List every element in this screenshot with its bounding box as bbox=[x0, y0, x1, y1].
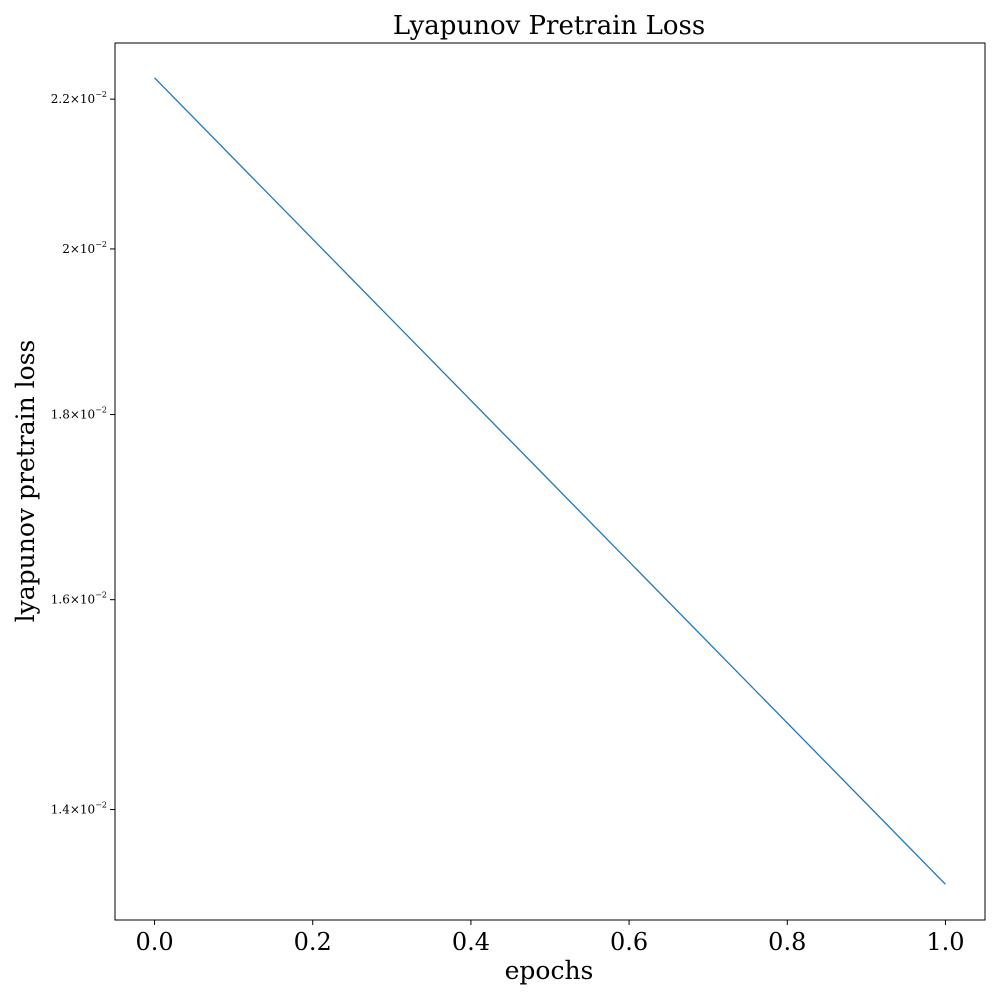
y-tick-times: × bbox=[70, 242, 80, 256]
y-axis-ticks: 2.2×10−22×10−21.8×10−21.6×10−21.4×10−2 bbox=[51, 90, 115, 817]
x-tick-label: 1.0 bbox=[926, 928, 964, 956]
chart-title: Lyapunov Pretrain Loss bbox=[393, 11, 705, 41]
y-tick-mantissa: 2 bbox=[62, 242, 70, 256]
y-axis-label: lyapunov pretrain loss bbox=[11, 340, 40, 623]
x-tick-label: 0.4 bbox=[452, 928, 490, 956]
series-line bbox=[154, 77, 946, 885]
y-tick-times: × bbox=[70, 92, 80, 106]
y-tick-exponent: −2 bbox=[95, 591, 107, 600]
y-tick-label: 1.4×10−2 bbox=[51, 801, 107, 817]
y-tick-label: 1.8×10−2 bbox=[51, 406, 107, 422]
y-tick-base: 10 bbox=[80, 408, 95, 422]
y-tick-mantissa: 1.8 bbox=[51, 408, 70, 422]
x-tick-label: 0.6 bbox=[610, 928, 648, 956]
plot-frame bbox=[114, 42, 986, 921]
y-tick-exponent: −2 bbox=[95, 240, 107, 249]
y-tick-base: 10 bbox=[80, 803, 95, 817]
y-tick-exponent: −2 bbox=[95, 406, 107, 415]
y-tick-label: 2.2×10−2 bbox=[51, 90, 107, 106]
y-tick-mantissa: 1.6 bbox=[51, 593, 70, 607]
y-tick-times: × bbox=[70, 803, 80, 817]
y-tick-base: 10 bbox=[80, 593, 95, 607]
y-tick-mantissa: 1.4 bbox=[51, 803, 70, 817]
x-axis-label: epochs bbox=[505, 956, 594, 985]
x-tick-label: 0.2 bbox=[294, 928, 332, 956]
series-layer bbox=[154, 77, 946, 885]
y-tick-base: 10 bbox=[80, 242, 95, 256]
x-axis-ticks: 0.0 0.2 0.4 0.6 0.8 1.0 bbox=[135, 920, 965, 956]
plot-area: 0.0 0.2 0.4 0.6 0.8 1.0 2.2×10−22×10−21.8×10−… bbox=[51, 42, 986, 956]
y-tick-label: 2×10−2 bbox=[62, 240, 107, 256]
x-tick-label: 0.0 bbox=[135, 928, 173, 956]
y-tick-base: 10 bbox=[80, 92, 95, 106]
y-tick-exponent: −2 bbox=[95, 801, 107, 810]
y-tick-times: × bbox=[70, 408, 80, 422]
x-tick-label: 0.8 bbox=[768, 928, 806, 956]
y-tick-label: 1.6×10−2 bbox=[51, 591, 107, 607]
y-tick-mantissa: 2.2 bbox=[51, 92, 70, 106]
y-tick-times: × bbox=[70, 593, 80, 607]
y-tick-exponent: −2 bbox=[95, 90, 107, 99]
